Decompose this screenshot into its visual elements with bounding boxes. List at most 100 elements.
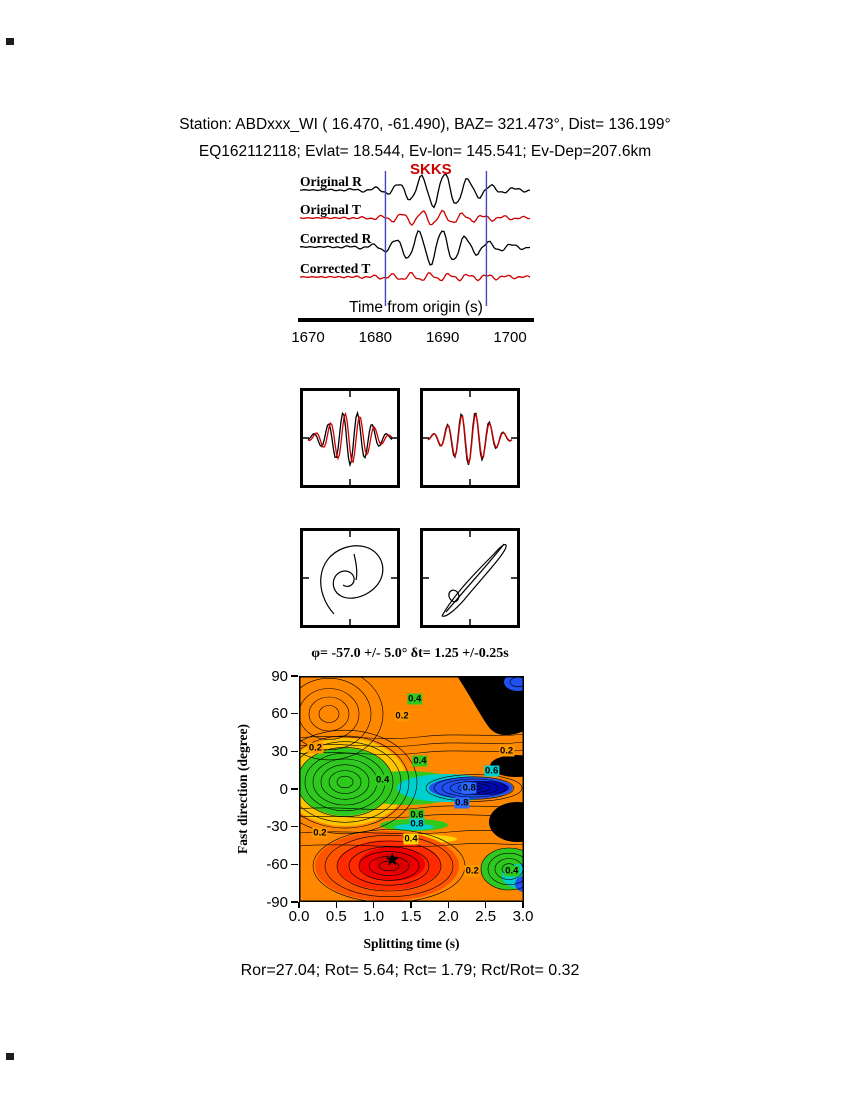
y-tick-mark <box>291 825 298 828</box>
time-axis-tick-label: 1700 <box>493 329 527 346</box>
station-title: Station: ABDxxx_WI ( 16.470, -61.490), B… <box>179 116 671 133</box>
panel-ticks <box>423 531 517 625</box>
time-axis-line <box>298 318 534 322</box>
trace-label: Corrected T <box>300 261 371 276</box>
splitting-time-tick-label: 2.5 <box>475 908 497 925</box>
splitting-time-tick-label: 2.0 <box>437 908 459 925</box>
contour-level-label: 0.8 <box>461 782 477 794</box>
splitting-time-tick-label: 0.5 <box>325 908 347 925</box>
panel-ticks <box>423 391 517 485</box>
seismogram-trace <box>299 173 531 209</box>
contour-ring <box>501 676 524 692</box>
y-tick-mark <box>291 675 298 677</box>
contour-ring <box>324 835 454 898</box>
contour-level-label: 0.4 <box>375 774 391 786</box>
fast-direction-tick-label: 60 <box>271 705 288 723</box>
splitting-time-tick-label: 1.0 <box>363 908 385 925</box>
time-axis-label: Time from origin (s) <box>349 299 483 316</box>
splitting-time-tick-label: 0.0 <box>288 908 310 925</box>
contour-ring <box>433 776 515 800</box>
contour-level-label: 0.2 <box>464 865 480 877</box>
contour-ring <box>308 696 350 732</box>
waveform-comparison-corrected <box>420 388 520 488</box>
contour-level-label: 0.8 <box>454 797 470 809</box>
contour-ring <box>328 770 362 794</box>
contour-lines <box>299 676 524 902</box>
contour-level-label: 0.4 <box>412 755 428 767</box>
x-tick-mark <box>447 902 450 908</box>
contour-ring <box>299 676 384 761</box>
fast-direction-tick-label: -60 <box>266 855 288 873</box>
panel-frame <box>300 528 400 628</box>
contour-ring <box>299 741 402 823</box>
contour-level-label: 0.2 <box>498 745 515 757</box>
contour-level-label: 0.2 <box>394 710 410 722</box>
panel-ticks <box>303 391 397 485</box>
x-tick-mark <box>298 902 300 908</box>
contour-ring <box>480 847 524 891</box>
contour-ring <box>299 729 418 835</box>
contour-color-regions <box>299 676 524 902</box>
particle-motion-curve <box>320 545 384 615</box>
y-tick-mark <box>291 788 298 790</box>
contour-ring <box>425 774 523 802</box>
x-tick-mark <box>372 902 375 908</box>
x-tick-mark <box>410 902 412 908</box>
contour-ring <box>487 852 524 886</box>
particle-motion-curve <box>441 543 507 617</box>
y-tick-mark <box>291 750 298 753</box>
trace-label: Original R <box>300 174 362 189</box>
contour-ring <box>299 688 360 740</box>
contour-title: φ= -57.0 +/- 5.0° δt= 1.25 +/-0.25s <box>311 646 509 661</box>
printer-mark-bottom <box>6 1053 14 1060</box>
best-fit-star: ★ <box>384 849 401 870</box>
contour-level-label: 0.2 <box>312 827 328 839</box>
contour-level-label: 0.4 <box>504 865 520 877</box>
comparison-wave <box>427 412 513 466</box>
panel-frame <box>420 528 520 628</box>
fast-direction-tick-label: 90 <box>271 667 288 685</box>
event-subtitle: EQ162112118; Evlat= 18.544, Ev-lon= 145.… <box>198 143 652 160</box>
comparison-wave <box>307 411 393 464</box>
contour-ring <box>358 851 420 881</box>
contour-level-label: 0.6 <box>409 809 425 821</box>
printer-mark-top <box>6 38 14 45</box>
fast-direction-tick-label: 30 <box>271 742 288 760</box>
trace-label: Corrected R <box>300 231 372 246</box>
contour-level-label: 0.2 <box>307 742 324 754</box>
panel-frame <box>300 388 400 488</box>
contour-ring <box>299 678 372 750</box>
contour-ring <box>336 775 354 789</box>
y-tick-mark <box>291 863 298 866</box>
contour-ring <box>441 778 507 798</box>
contour-ring <box>368 856 410 876</box>
panel-frame <box>420 388 520 488</box>
panel-ticks <box>303 531 397 625</box>
waveform-comparison-uncorrected <box>300 388 400 488</box>
contour-y-axis-label: Fast direction (degree) <box>235 724 250 854</box>
contour-level-label: 0.4 <box>407 693 423 705</box>
phase-label: SKKS <box>410 161 452 178</box>
time-axis-tick-label: 1680 <box>358 329 393 346</box>
fast-direction-tick-label: -30 <box>266 818 288 836</box>
footer-stats: Ror=27.04; Rot= 5.64; Rct= 1.79; Rct/Rot… <box>240 962 580 979</box>
x-tick-mark <box>484 902 487 908</box>
y-tick-mark <box>291 712 298 715</box>
contour-x-axis-label: Splitting time (s) <box>363 936 460 951</box>
contour-level-label: 0.6 <box>484 765 500 777</box>
trace-label: Original T <box>300 202 361 217</box>
particle-motion-uncorrected <box>300 528 400 628</box>
seismogram-trace <box>299 229 531 266</box>
seismogram-trace <box>299 209 531 227</box>
y-tick-mark <box>291 901 298 903</box>
splitting-time-tick-label: 1.5 <box>400 908 422 925</box>
x-tick-mark <box>522 902 524 908</box>
fast-direction-tick-label: 0 <box>279 780 288 798</box>
time-axis-tick-label: 1670 <box>291 329 325 346</box>
contour-ring <box>348 846 430 886</box>
fast-direction-tick-label: -90 <box>266 893 288 911</box>
x-tick-mark <box>335 902 338 908</box>
contour-level-label: 0.4 <box>403 833 419 845</box>
contour-level-label: 0.8 <box>409 818 425 830</box>
